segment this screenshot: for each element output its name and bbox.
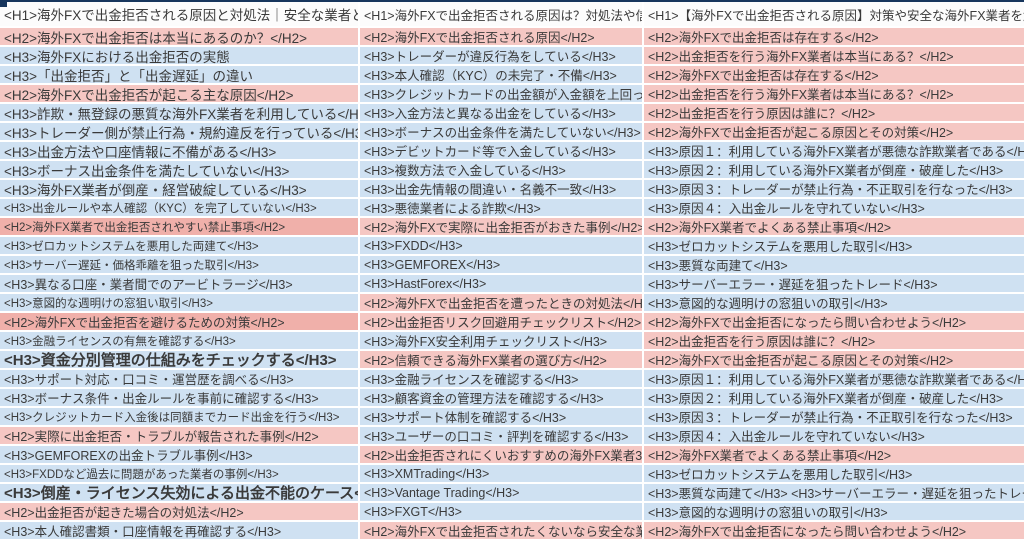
table-cell[interactable]: <H2>海外FXで出金拒否になったら問い合わせよう</H2> [644,313,1024,332]
table-cell[interactable]: <H3>詐欺・無登録の悪質な海外FX業者を利用している</H3> [0,104,358,123]
table-cell[interactable]: <H3>GEMFOREX</H3> [360,256,642,275]
table-cell[interactable]: <H2>海外FXで出金拒否は存在する</H2> [644,28,1024,47]
toc-column-3: <H1>【海外FXで出金拒否される原因】対策や安全な海外FX業者を解説 <H2>海… [642,2,1024,541]
table-cell[interactable]: <H3>原因４：入出金ルールを守れていない</H3> [644,199,1024,218]
table-cell[interactable]: <H2>出金拒否を行う原因は誰に？</H2> [644,332,1024,351]
table-cell[interactable]: <H3>サーバーエラー・遅延を狙ったトレード</H3> [644,275,1024,294]
table-cell[interactable]: <H3>異なる口座・業者間でのアービトラージ</H3> [0,275,358,294]
table-cell[interactable]: <H3>海外FX業者が倒産・経営破綻している</H3> [0,180,358,199]
table-cell[interactable]: <H2>海外FXで出金拒否が起こる主な原因</H2> [0,85,358,104]
table-cell[interactable]: <H3>原因２：利用している海外FX業者が倒産・破産した</H3> [644,389,1024,408]
table-cell[interactable]: <H2>海外FX業者でよくある禁止事項</H2> [644,218,1024,237]
table-cell[interactable]: <H3>本人確認書類・口座情報を再確認する</H3> [0,522,358,541]
table-cell[interactable]: <H3>意図的な週明けの窓狙いの取引</H3> [644,294,1024,313]
table-cell[interactable]: <H3>FXDD</H3> [360,237,642,256]
table-cell[interactable]: <H3>HastForex</H3> [360,275,642,294]
table-cell[interactable]: <H2>海外FXで出金拒否を避けるための対策</H2> [0,313,358,332]
table-cell[interactable]: <H3>本人確認（KYC）の未完了・不備</H3> [360,66,642,85]
table-cell[interactable]: <H2>海外FXで出金拒否が起こる原因とその対策</H2> [644,351,1024,370]
table-cell[interactable]: <H3>出金先情報の間違い・名義不一致</H3> [360,180,642,199]
table-cell[interactable]: <H2>海外FXで実際に出金拒否がおきた事例</H2> [360,218,642,237]
table-cell[interactable]: <H2>出金拒否を行う原因は誰に？</H2> [644,104,1024,123]
table-cell[interactable]: <H3>顧客資金の管理方法を確認する</H3> [360,389,642,408]
table-cell[interactable]: <H3>Vantage Trading</H3> [360,484,642,503]
table-cell[interactable]: <H3>原因３：トレーダーが禁止行為・不正取引を行なった</H3> [644,180,1024,199]
table-cell[interactable]: <H3>金融ライセンスの有無を確認する</H3> [0,332,358,351]
table-cell[interactable]: <H3>倒産・ライセンス失効による出金不能のケース</H3> [0,484,358,503]
table-cell[interactable]: <H2>実際に出金拒否・トラブルが報告された事例</H2> [0,427,358,446]
table-cell[interactable]: <H3>ゼロカットシステムを悪用した両建て</H3> [0,237,358,256]
table-cell[interactable]: <H2>出金拒否リスク回避用チェックリスト</H2> [360,313,642,332]
table-cell[interactable]: <H3>原因３：トレーダーが禁止行為・不正取引を行なった</H3> [644,408,1024,427]
toc-column-1: <H1>海外FXで出金拒否される原因と対処法｜安全な業者と税金の扱いま<H2>海… [0,2,358,541]
table-cell[interactable]: <H1>海外FXで出金拒否される原因と対処法｜安全な業者と税金の扱いま [0,2,358,28]
table-cell[interactable]: <H3>ボーナスの出金条件を満たしていない</H3> [360,123,642,142]
table-cell[interactable]: <H2>海外FXで出金拒否される原因</H2> [360,28,642,47]
table-cell[interactable]: <H2>出金拒否が起きた場合の対処法</H2> [0,503,358,522]
table-cell[interactable]: <H2>海外FXで出金拒否されたくないなら安全な業者を [360,522,642,541]
table-cell[interactable]: <H3>GEMFOREXの出金トラブル事例</H3> [0,446,358,465]
table-cell[interactable]: <H2>海外FXで出金拒否を遭ったときの対処法</H2> [360,294,642,313]
table-cell[interactable]: <H2>出金拒否されにくいおすすめの海外FX業者3選</H2> [360,446,642,465]
table-cell[interactable]: <H3>サポート対応・口コミ・運営歴を調べる</H3> [0,370,358,389]
table-cell[interactable]: <H2>出金拒否を行う海外FX業者は本当にある？</H2> [644,85,1024,104]
table-cell[interactable]: <H3>意図的な週明けの窓狙い取引</H3> [0,294,358,313]
table-cell[interactable]: <H3>ゼロカットシステムを悪用した取引</H3> [644,465,1024,484]
table-cell[interactable]: <H3>ボーナス条件・出金ルールを事前に確認する</H3> [0,389,358,408]
table-cell[interactable]: <H3>金融ライセンスを確認する</H3> [360,370,642,389]
table-cell[interactable]: <H3>FXGT</H3> [360,503,642,522]
table-cell[interactable]: <H3>悪質な両建て</H3> <H3>サーバーエラー・遅延を狙ったトレード</… [644,484,1024,503]
table-cell[interactable]: <H2>海外FXで出金拒否になったら問い合わせよう</H2> [644,522,1024,541]
table-cell[interactable]: <H2>海外FXで出金拒否は存在する</H2> [644,66,1024,85]
table-cell[interactable]: <H3>トレーダーが違反行為をしている</H3> [360,47,642,66]
table-cell[interactable]: <H3>海外FXにおける出金拒否の実態 [0,47,358,66]
table-cell[interactable]: <H3>悪質な両建て</H3> [644,256,1024,275]
table-cell[interactable]: <H2>海外FXで出金拒否は本当にあるのか？</H2> [0,28,358,47]
table-cell[interactable]: <H3>クレジットカード入金後は同額までカード出金を行う</H3> [0,408,358,427]
table-cell[interactable]: <H1>海外FXで出金拒否される原因は？対処法や信頼 [360,2,642,28]
table-cell[interactable]: <H2>海外FX業者で出金拒否されやすい禁止事項</H2> [0,218,358,237]
table-cell[interactable]: <H3>ボーナス出金条件を満たしていない</H3> [0,161,358,180]
table-cell[interactable]: <H3>出金方法や口座情報に不備がある</H3> [0,142,358,161]
table-cell[interactable]: <H3>悪徳業者による詐欺</H3> [360,199,642,218]
table-cell[interactable]: <H3>複数方法で入金している</H3> [360,161,642,180]
table-cell[interactable]: <H3>XMTrading</H3> [360,465,642,484]
toc-column-2: <H1>海外FXで出金拒否される原因は？対処法や信頼 <H2>海外FXで出金拒否さ… [358,2,642,541]
table-cell[interactable]: <H3>サーバー遅延・価格乖離を狙った取引</H3> [0,256,358,275]
table-cell[interactable]: <H3>デビットカード等で入金している</H3> [360,142,642,161]
table-cell[interactable]: <H3>「出金拒否」と「出金遅延」の違い [0,66,358,85]
table-cell[interactable]: <H2>出金拒否を行う海外FX業者は本当にある？</H2> [644,47,1024,66]
table-cell[interactable]: <H3>出金ルールや本人確認（KYC）を完了していない</H3> [0,199,358,218]
table-cell[interactable]: <H3>原因１：利用している海外FX業者が悪徳な詐欺業者である</H3> [644,370,1024,389]
table-cell[interactable]: <H3>入金方法と異なる出金をしている</H3> [360,104,642,123]
table-cell[interactable]: <H3>資金分別管理の仕組みをチェックする</H3> [0,351,358,370]
table-cell[interactable]: <H3>サポート体制を確認する</H3> [360,408,642,427]
table-cell[interactable]: <H3>クレジットカードの出金額が入金額を上回って [360,85,642,104]
table-cell[interactable]: <H2>海外FX業者でよくある禁止事項</H2> [644,446,1024,465]
table-cell[interactable]: <H3>ゼロカットシステムを悪用した取引</H3> [644,237,1024,256]
table-cell[interactable]: <H3>FXDDなど過去に問題があった業者の事例</H3> [0,465,358,484]
table-cell[interactable]: <H3>ユーザーの口コミ・評判を確認する</H3> [360,427,642,446]
table-cell[interactable]: <H3>海外FX安全利用チェックリスト</H3> [360,332,642,351]
table-cell[interactable]: <H3>原因２：利用している海外FX業者が倒産・破産した</H3> [644,161,1024,180]
table-cell[interactable]: <H2>海外FXで出金拒否が起こる原因とその対策</H2> [644,123,1024,142]
table-cell[interactable]: <H3>トレーダー側が禁止行為・規約違反を行っている</H3> [0,123,358,142]
table-cell[interactable]: <H2>信頼できる海外FX業者の選び方</H2> [360,351,642,370]
corner-marker [0,0,7,7]
table-cell[interactable]: <H3>意図的な週明けの窓狙いの取引</H3> [644,503,1024,522]
table-cell[interactable]: <H1>【海外FXで出金拒否される原因】対策や安全な海外FX業者を解説 [644,2,1024,28]
table-cell[interactable]: <H3>原因４：入出金ルールを守れていない</H3> [644,427,1024,446]
table-cell[interactable]: <H3>原因１：利用している海外FX業者が悪徳な詐欺業者である</H3> [644,142,1024,161]
